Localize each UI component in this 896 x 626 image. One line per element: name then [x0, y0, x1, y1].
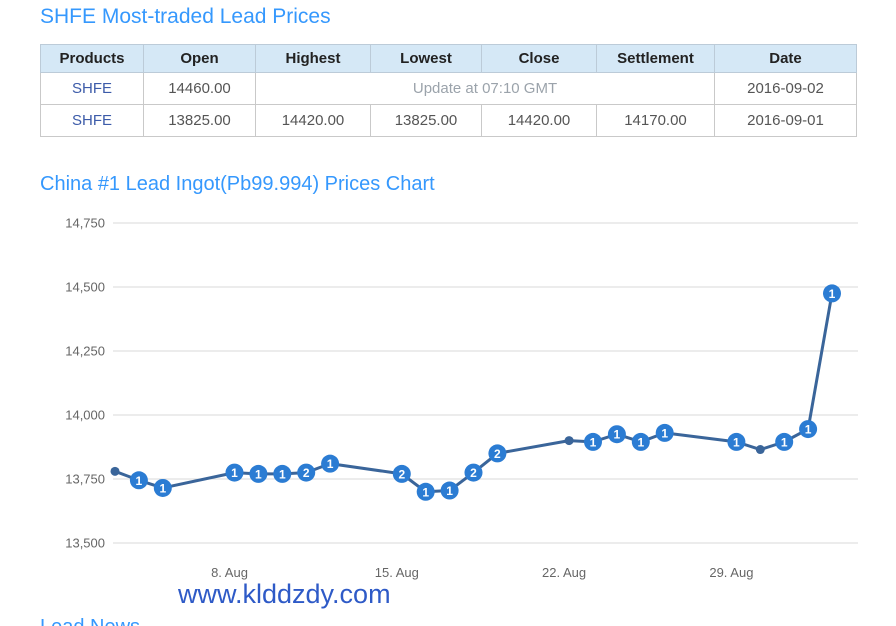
y-axis-label: 14,000	[65, 408, 105, 423]
col-header-date: Date	[714, 44, 857, 73]
table-row: SHFE 13825.00 14420.00 13825.00 14420.00…	[40, 104, 857, 137]
bottom-section-heading: Lead News	[40, 616, 140, 626]
chart-point-label: 1	[781, 435, 788, 449]
chart-point-label: 1	[733, 435, 740, 449]
chart-point[interactable]	[392, 464, 411, 483]
y-axis-label: 14,750	[65, 216, 105, 231]
x-axis-label: 22. Aug	[542, 565, 586, 580]
chart-point[interactable]	[297, 463, 316, 482]
open-value: 14460.00	[143, 72, 256, 105]
chart-point[interactable]	[607, 425, 626, 444]
chart-point-label: 1	[422, 485, 429, 499]
chart-point-label: 2	[303, 466, 310, 480]
chart-point-label: 1	[327, 457, 334, 471]
chart-point-label: 1	[159, 481, 166, 495]
chart-point-label: 2	[494, 447, 501, 461]
col-header-settlement: Settlement	[596, 44, 715, 73]
y-axis-label: 13,500	[65, 536, 105, 551]
chart-point[interactable]	[110, 466, 120, 476]
chart-point[interactable]	[249, 464, 268, 483]
chart-point-label: 1	[255, 467, 262, 481]
col-header-close: Close	[481, 44, 597, 73]
price-line	[113, 291, 834, 494]
chart-point[interactable]	[775, 432, 794, 451]
y-axis-label: 14,500	[65, 280, 105, 295]
chart-point-label: 1	[637, 435, 644, 449]
chart-point[interactable]	[631, 432, 650, 451]
chart-point-label: 1	[279, 467, 286, 481]
y-axis-label: 13,750	[65, 472, 105, 487]
chart-point[interactable]	[464, 463, 483, 482]
y-axis-label: 14,250	[65, 344, 105, 359]
chart-point[interactable]	[755, 445, 765, 455]
chart-point-label: 1	[614, 428, 621, 442]
col-header-products: Products	[40, 44, 144, 73]
chart-point[interactable]	[129, 471, 148, 490]
x-axis-label: 29. Aug	[709, 565, 753, 580]
chart-point[interactable]	[153, 478, 172, 497]
chart-point-label: 1	[231, 466, 238, 480]
chart-point-label: 1	[136, 474, 143, 488]
chart-point-label: 2	[398, 467, 405, 481]
date-value: 2016-09-01	[714, 104, 857, 137]
chart-point[interactable]	[584, 432, 602, 451]
chart-point[interactable]	[655, 423, 674, 442]
chart-point[interactable]	[321, 454, 340, 473]
table-header-row: Products Open Highest Lowest Close Settl…	[40, 44, 857, 73]
chart-point[interactable]	[727, 432, 746, 451]
open-value: 13825.00	[143, 104, 256, 137]
chart-point-label: 1	[446, 484, 453, 498]
chart-point[interactable]	[488, 444, 507, 463]
close-value: 14420.00	[481, 104, 597, 137]
watermark: www.klddzdy.com	[178, 579, 391, 609]
product-link[interactable]: SHFE	[40, 104, 144, 137]
chart-point-label: 1	[805, 423, 812, 437]
chart-point-label: 2	[470, 466, 477, 480]
date-value: 2016-09-02	[714, 72, 857, 105]
update-notice: Update at 07:10 GMT	[255, 72, 715, 105]
chart-title: China #1 Lead Ingot(Pb99.994) Prices Cha…	[40, 173, 435, 195]
chart-point[interactable]	[273, 464, 292, 483]
chart-point-label: 1	[829, 287, 836, 301]
chart-point-label: 1	[590, 435, 597, 449]
chart-point[interactable]	[799, 420, 818, 439]
product-link[interactable]: SHFE	[40, 72, 144, 105]
x-axis-label: 15. Aug	[375, 565, 419, 580]
prices-table: Products Open Highest Lowest Close Settl…	[40, 44, 857, 137]
col-header-lowest: Lowest	[370, 44, 482, 73]
chart-point[interactable]	[225, 463, 244, 482]
table-row: SHFE 14460.00 Update at 07:10 GMT 2016-0…	[40, 72, 857, 105]
col-header-open: Open	[143, 44, 256, 73]
settlement-value: 14170.00	[596, 104, 715, 137]
chart-point-label: 1	[661, 426, 668, 440]
x-axis-label: 8. Aug	[211, 565, 248, 580]
chart-point[interactable]	[823, 284, 841, 303]
chart-point[interactable]	[440, 481, 459, 500]
table-section-title: SHFE Most-traded Lead Prices	[40, 5, 331, 28]
chart-point[interactable]	[416, 482, 435, 501]
chart-point[interactable]	[564, 436, 574, 446]
